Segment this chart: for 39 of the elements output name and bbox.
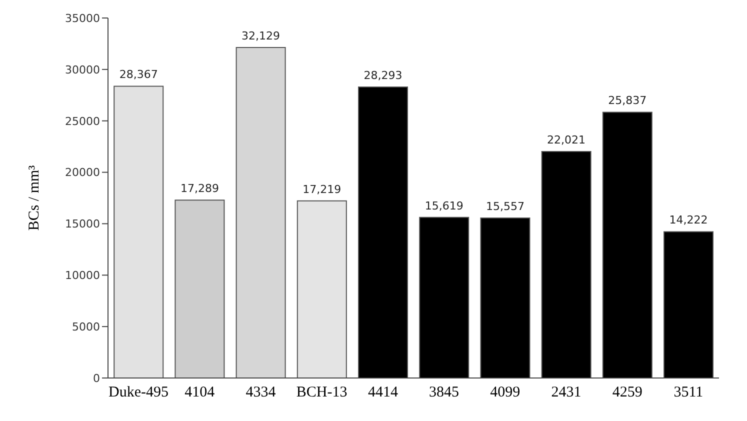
data-label: 22,021 (547, 134, 586, 146)
x-tick-label: 4099 (490, 384, 520, 401)
bar (114, 86, 164, 378)
bar (174, 200, 225, 378)
y-tick-label: 25000 (65, 114, 100, 128)
data-label: 15,557 (486, 200, 524, 213)
bar (358, 86, 408, 378)
data-label: 14,222 (669, 214, 708, 227)
x-tick-label: 3845 (429, 384, 460, 401)
x-tick-label: 3511 (674, 384, 704, 401)
x-tick-label: BCH-13 (296, 384, 348, 401)
bar (419, 216, 470, 378)
bar (664, 231, 714, 378)
x-tick-label: 4334 (246, 384, 276, 401)
bar (236, 47, 286, 378)
y-axis-title: BCs / mm³ (26, 164, 42, 231)
x-tick-label: 4104 (184, 384, 216, 401)
y-tick-label: 20000 (65, 166, 100, 180)
data-label: 17,219 (302, 182, 342, 196)
data-label: 28,293 (364, 68, 402, 82)
bar (541, 151, 592, 378)
x-tick-label: 2431 (551, 384, 582, 401)
y-tick-label: 15000 (65, 218, 100, 231)
data-label: 32,129 (242, 30, 280, 43)
x-tick-label: 4259 (612, 384, 642, 401)
x-tick-label: Duke-495 (108, 384, 169, 401)
y-tick-label: 35000 (65, 12, 100, 25)
bar (480, 217, 530, 378)
y-tick-label: 5000 (72, 320, 100, 334)
bar (602, 112, 652, 378)
data-label: 25,837 (608, 94, 647, 108)
y-tick-label: 10000 (65, 269, 100, 282)
y-tick-label: 0 (93, 372, 100, 385)
x-tick-label: 4414 (368, 384, 398, 401)
y-tick-label: 30000 (65, 63, 100, 76)
data-label: 28,367 (119, 68, 158, 82)
data-label: 15,619 (424, 199, 464, 212)
data-label: 17,289 (180, 182, 219, 196)
bar (296, 200, 347, 378)
